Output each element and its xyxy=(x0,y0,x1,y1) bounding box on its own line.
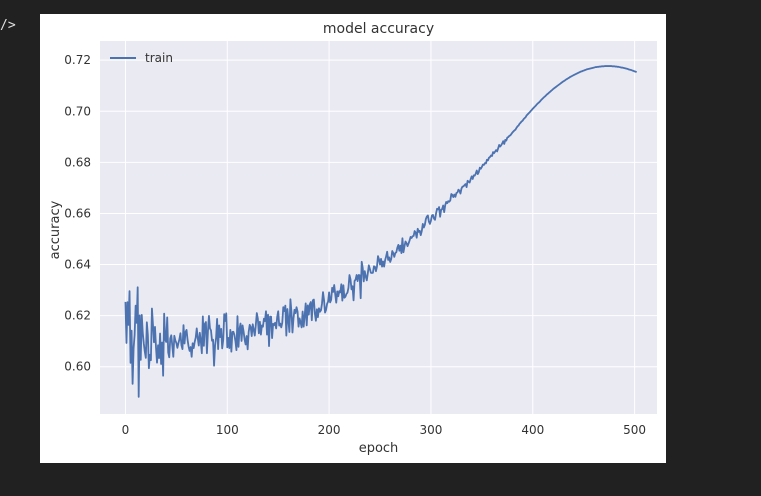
cell-prompt: /> xyxy=(0,18,16,33)
x-axis-ticks: 0 100 200 300 400 500 xyxy=(122,423,646,437)
y-axis-ticks: 0.60 0.62 0.64 0.66 0.68 0.70 0.72 xyxy=(64,53,91,374)
y-tick-label: 0.68 xyxy=(64,155,91,169)
y-tick-label: 0.60 xyxy=(64,360,91,374)
series-line-train xyxy=(124,65,638,398)
plot-background xyxy=(100,41,657,414)
x-tick-label: 400 xyxy=(521,423,544,437)
chart-title: model accuracy xyxy=(323,21,434,37)
x-tick-label: 500 xyxy=(623,423,646,437)
y-tick-label: 0.62 xyxy=(64,309,91,323)
y-tick-label: 0.70 xyxy=(64,104,91,118)
y-tick-label: 0.64 xyxy=(64,258,91,272)
x-axis-label: epoch xyxy=(359,441,399,456)
y-axis-label: accuracy xyxy=(48,200,63,259)
legend: train xyxy=(110,51,173,65)
x-tick-label: 100 xyxy=(216,423,239,437)
series-group xyxy=(124,65,638,398)
accuracy-line-chart: 0 100 200 300 400 500 0.60 0.62 0.64 0.66 0.68 0.7… xyxy=(48,21,657,456)
x-tick-label: 200 xyxy=(318,423,341,437)
gridlines xyxy=(100,41,657,414)
x-tick-label: 0 xyxy=(122,423,130,437)
x-tick-label: 300 xyxy=(419,423,442,437)
y-tick-label: 0.72 xyxy=(64,53,91,67)
legend-label-train: train xyxy=(145,51,173,65)
y-tick-label: 0.66 xyxy=(64,206,91,220)
chart-figure: 0 100 200 300 400 500 0.60 0.62 0.64 0.66 0.68 0.7… xyxy=(40,14,666,463)
